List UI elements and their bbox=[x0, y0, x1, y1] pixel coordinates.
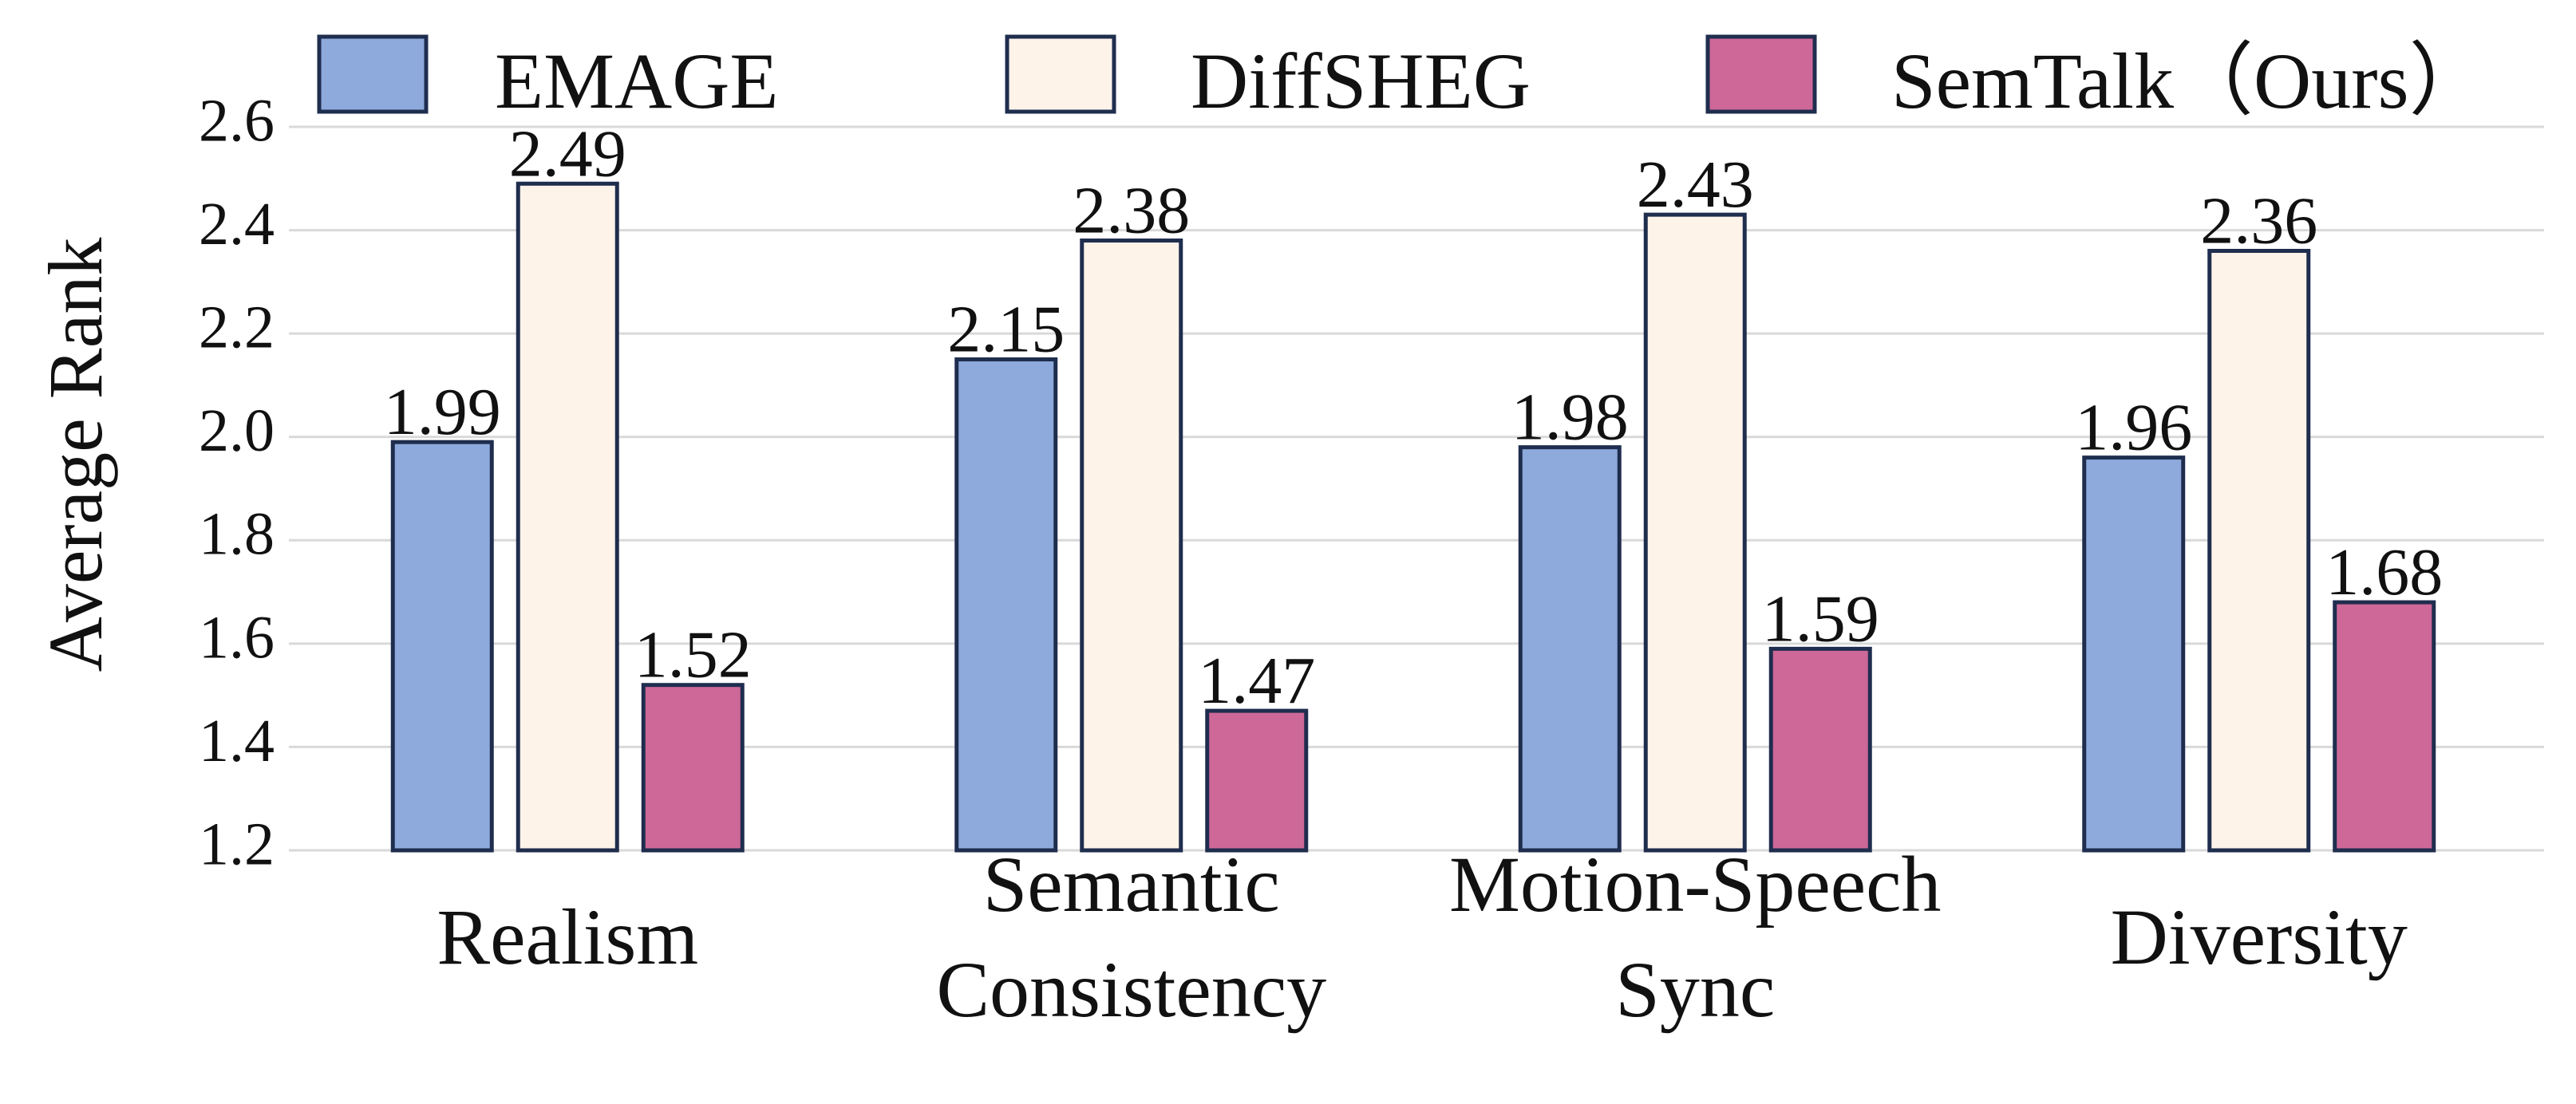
data-label: 2.43 bbox=[1637, 148, 1754, 222]
y-axis-title: Average Rank bbox=[33, 238, 118, 672]
y-tick-label: 1.2 bbox=[199, 810, 275, 877]
bar bbox=[1080, 239, 1183, 853]
x-tick-label: Motion-Speech Sync bbox=[1449, 840, 1942, 1034]
bar bbox=[954, 357, 1058, 853]
y-tick-label: 2.2 bbox=[199, 294, 275, 361]
data-label: 1.52 bbox=[634, 618, 752, 692]
legend-label: DiffSHEG bbox=[1191, 37, 1531, 125]
y-tick-label: 2.4 bbox=[199, 191, 275, 258]
bar bbox=[516, 181, 619, 853]
data-label: 2.36 bbox=[2200, 183, 2317, 258]
data-label: 1.47 bbox=[1198, 644, 1315, 718]
x-tick-label: Realism bbox=[437, 893, 698, 981]
bar bbox=[2082, 455, 2186, 853]
bar bbox=[2333, 600, 2436, 853]
data-label: 1.96 bbox=[2075, 391, 2192, 465]
bar bbox=[390, 440, 494, 853]
bar bbox=[1205, 708, 1309, 853]
data-label: 2.15 bbox=[947, 293, 1065, 367]
x-tick-label: Diversity bbox=[2111, 893, 2408, 981]
y-tick-label: 2.0 bbox=[199, 397, 275, 464]
bar bbox=[2207, 248, 2311, 853]
data-label: 1.98 bbox=[1511, 380, 1629, 455]
legend-swatch bbox=[1705, 34, 1817, 114]
bar bbox=[1643, 212, 1747, 853]
legend-label: SemTalk（Ours） bbox=[1891, 37, 2489, 125]
data-label: 2.38 bbox=[1073, 174, 1190, 248]
legend-swatch bbox=[317, 34, 429, 114]
legend-label: EMAGE bbox=[495, 37, 779, 125]
x-tick-label: Semantic Consistency bbox=[936, 840, 1326, 1034]
y-tick-label: 1.6 bbox=[199, 604, 275, 671]
y-tick-label: 2.6 bbox=[199, 87, 275, 154]
data-label: 2.49 bbox=[509, 116, 626, 191]
bar bbox=[641, 683, 745, 853]
data-label: 1.59 bbox=[1762, 582, 1879, 656]
legend-swatch bbox=[1005, 34, 1116, 114]
bar bbox=[1768, 646, 1872, 853]
y-tick-label: 1.4 bbox=[199, 708, 275, 775]
data-label: 1.68 bbox=[2325, 535, 2443, 609]
bar bbox=[1518, 445, 1622, 853]
y-tick-label: 1.8 bbox=[199, 501, 275, 568]
data-label: 1.99 bbox=[384, 375, 501, 449]
